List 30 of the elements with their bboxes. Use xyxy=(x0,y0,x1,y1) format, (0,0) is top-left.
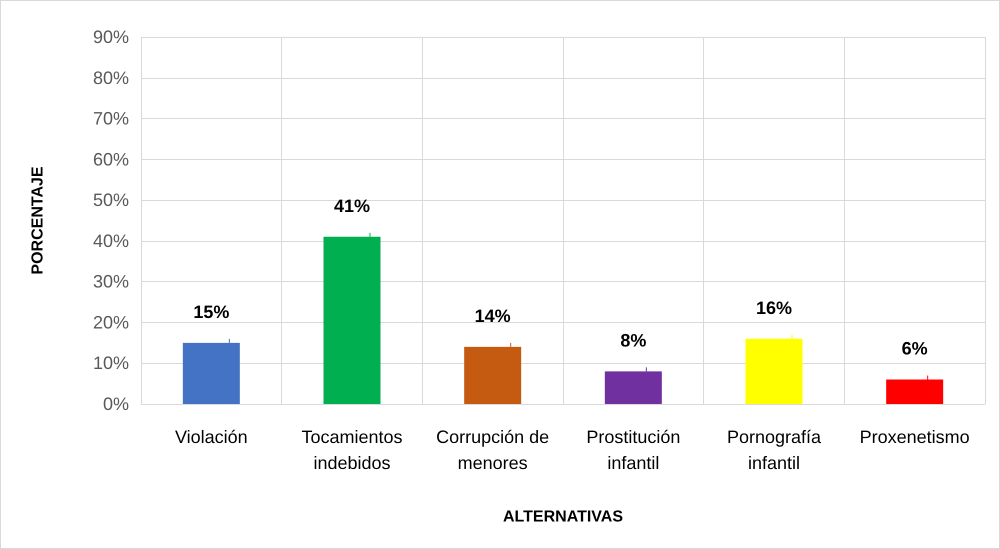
data-label: 8% xyxy=(620,330,646,350)
x-tick-label: Prostitución infantil xyxy=(586,427,680,473)
data-label: 16% xyxy=(756,298,792,318)
bar xyxy=(464,346,522,404)
y-tick-label: 90% xyxy=(92,27,129,47)
x-tick-label: Corrupción de menores xyxy=(436,427,550,473)
bar xyxy=(604,371,662,404)
bar xyxy=(324,236,380,404)
bar xyxy=(182,342,240,404)
y-tick-label: 20% xyxy=(92,312,129,332)
data-label: 41% xyxy=(334,196,370,216)
bar xyxy=(886,380,944,404)
y-tick-label: 70% xyxy=(92,108,129,129)
x-tick-label: Proxenetismo xyxy=(860,427,970,447)
y-axis-title: PORCENTAJE xyxy=(30,166,46,275)
x-tick-label: Violación xyxy=(174,427,248,447)
data-label: 14% xyxy=(474,306,511,326)
y-tick-label: 10% xyxy=(92,353,129,374)
x-tick-label: Pornografía infantil xyxy=(726,427,822,473)
y-tick-label: 40% xyxy=(92,230,129,251)
data-label: 6% xyxy=(902,338,928,359)
x-axis-title: ALTERNATIVAS xyxy=(503,508,624,526)
data-label: 15% xyxy=(193,302,230,322)
y-tick-label: 0% xyxy=(102,394,129,414)
bar xyxy=(746,338,802,404)
y-tick-label: 50% xyxy=(92,190,129,210)
y-tick-label: 80% xyxy=(92,68,129,88)
y-tick-label: 60% xyxy=(92,149,129,170)
y-tick-label: 30% xyxy=(92,272,129,292)
x-tick-label: Tocamientos indebidos xyxy=(301,427,403,473)
